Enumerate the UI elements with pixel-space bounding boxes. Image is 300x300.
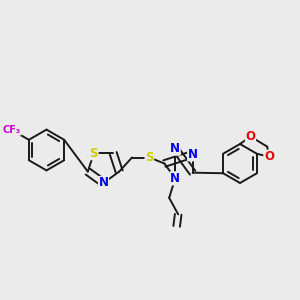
- Text: O: O: [245, 130, 256, 143]
- Text: O: O: [264, 150, 274, 163]
- Text: N: N: [98, 176, 109, 190]
- Text: N: N: [188, 148, 198, 161]
- Text: N: N: [170, 172, 180, 185]
- Text: S: S: [90, 147, 98, 160]
- Text: S: S: [145, 151, 154, 164]
- Text: CF₃: CF₃: [3, 125, 21, 135]
- Text: N: N: [170, 142, 180, 155]
